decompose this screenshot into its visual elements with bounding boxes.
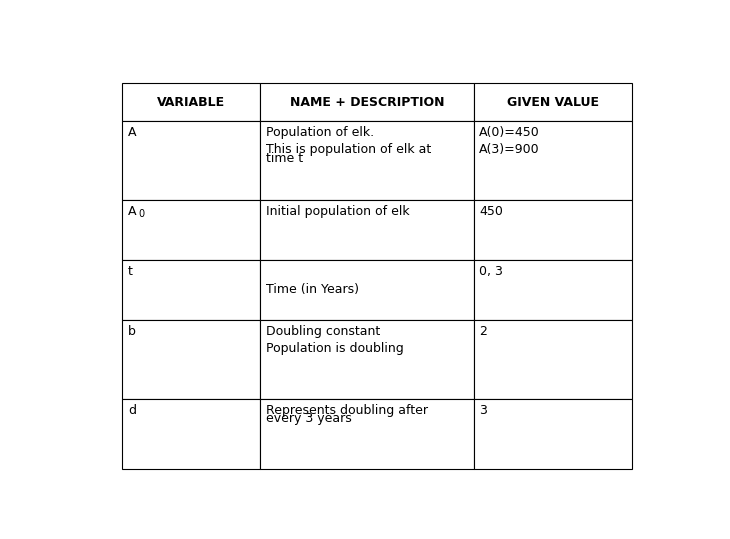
Text: A(0)=450: A(0)=450 [480,126,540,139]
Bar [474,398,631,469]
Text: 3: 3 [480,404,487,417]
Bar [474,84,631,121]
Text: A: A [128,205,137,218]
Text: Population is doubling: Population is doubling [266,342,403,355]
Text: NAME + DESCRIPTION: NAME + DESCRIPTION [290,95,444,109]
Bar [123,121,260,200]
Text: Represents doubling after: Represents doubling after [266,404,428,417]
Text: GIVEN VALUE: GIVEN VALUE [507,95,599,109]
Bar [260,200,474,260]
Text: 2: 2 [480,324,487,337]
Text: This is population of elk at: This is population of elk at [266,143,431,156]
Text: Population of elk.: Population of elk. [266,126,374,139]
Bar [474,200,631,260]
Bar [474,260,631,320]
Bar [474,121,631,200]
Text: every 3 years: every 3 years [266,412,351,425]
Bar [260,121,474,200]
Bar [123,320,260,398]
Text: 450: 450 [480,205,503,218]
Text: time t: time t [266,152,303,165]
Text: Initial population of elk: Initial population of elk [266,205,409,218]
Bar [260,398,474,469]
Bar [474,320,631,398]
Text: Time (in Years): Time (in Years) [266,283,358,296]
Text: VARIABLE: VARIABLE [157,95,225,109]
Bar [260,84,474,121]
Bar [123,84,260,121]
Text: 0: 0 [138,209,145,219]
Text: A: A [128,126,137,139]
Bar [260,320,474,398]
Text: Doubling constant: Doubling constant [266,324,380,337]
Bar [123,260,260,320]
Bar [123,398,260,469]
Bar [260,260,474,320]
Text: t: t [128,265,133,278]
Text: A(3)=900: A(3)=900 [480,143,540,156]
Text: 0, 3: 0, 3 [480,265,503,278]
Text: d: d [128,404,136,417]
Bar [123,200,260,260]
Text: b: b [128,324,136,337]
